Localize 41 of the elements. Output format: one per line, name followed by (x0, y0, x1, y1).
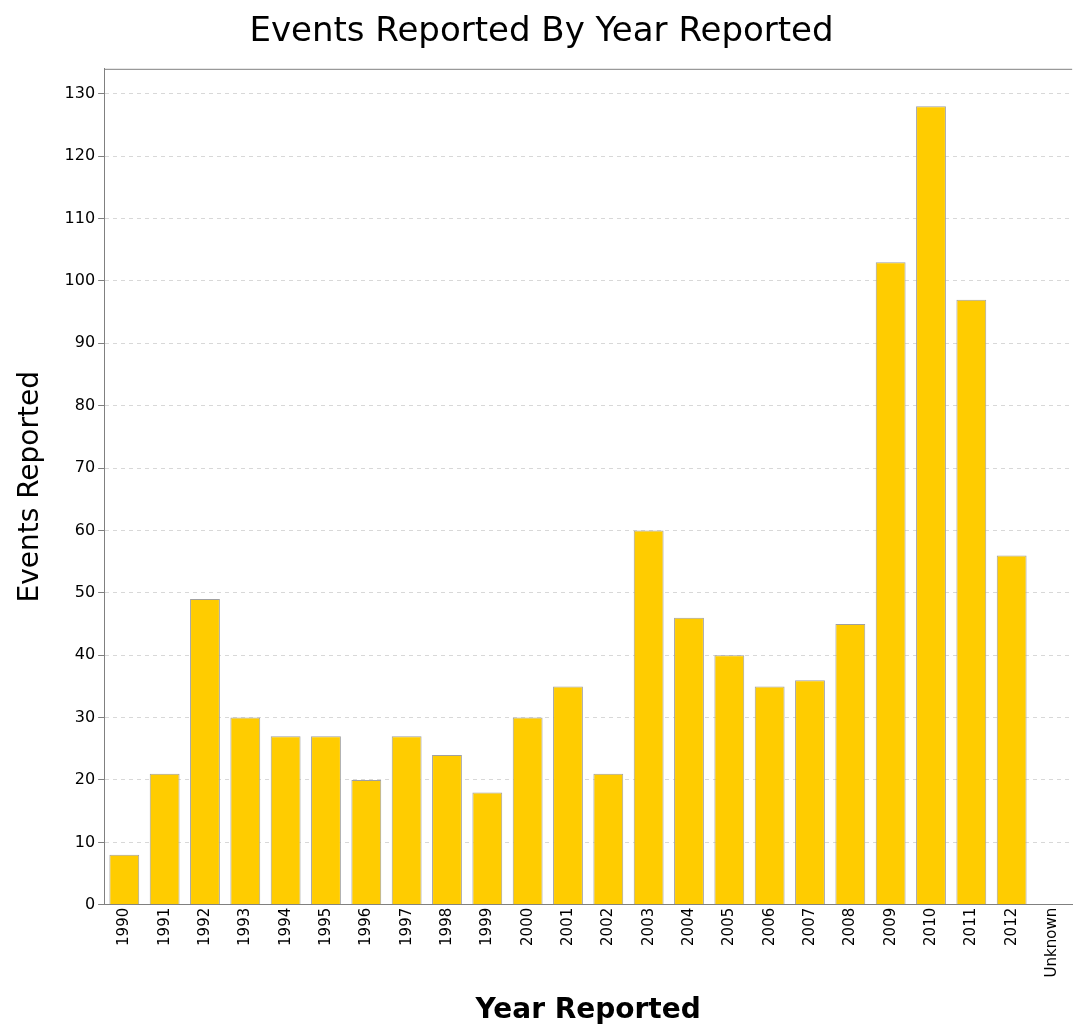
x-tick-label: 2000 (517, 907, 536, 946)
x-tick-label: 1998 (436, 907, 455, 946)
x-tick-label: 2004 (678, 907, 697, 946)
x-tick-label: 1992 (194, 907, 213, 946)
y-tick-label: 90 (74, 332, 96, 352)
x-tick-label: 2003 (638, 907, 657, 946)
chart-title: Events Reported By Year Reported (249, 9, 834, 50)
y-tick-label: 30 (74, 706, 96, 726)
y-tick-label: 40 (74, 644, 96, 664)
x-tick-label: Unknown (1041, 907, 1060, 978)
x-tick-label: 1990 (114, 907, 133, 946)
x-tick-label: 1995 (315, 907, 334, 946)
y-tick-label: 80 (74, 394, 96, 414)
y-tick-label: 70 (74, 457, 96, 477)
y-tick-label: 0 (84, 893, 96, 913)
y-tick-label: 120 (64, 145, 96, 165)
x-tick-label: 2012 (1001, 907, 1020, 946)
x-tick-label: 2002 (598, 907, 617, 946)
y-tick-label: 60 (74, 519, 96, 539)
y-tick-label: 10 (74, 831, 96, 851)
x-tick-label: 1991 (154, 907, 173, 946)
y-tick-label: 100 (64, 270, 96, 290)
x-tick-label: 2006 (759, 907, 778, 946)
y-tick-label: 50 (74, 582, 96, 601)
x-tick-label: 2001 (557, 907, 576, 946)
y-tick-label: 20 (74, 769, 96, 789)
x-tick-label: 1997 (396, 907, 415, 946)
x-tick-label: 1994 (275, 907, 294, 946)
x-tick-label: 2009 (880, 907, 899, 946)
x-tick-label: 1993 (235, 907, 254, 946)
y-tick-label: 110 (64, 207, 96, 227)
x-tick-label: 1996 (356, 907, 375, 946)
x-tick-label: 2007 (799, 907, 818, 946)
x-tick-label: 2005 (719, 907, 738, 946)
x-axis-title: Year Reported (474, 992, 701, 1026)
x-tick-label: 2010 (920, 907, 939, 946)
y-tick-label: 130 (64, 82, 96, 102)
x-tick-label: 2011 (961, 907, 980, 946)
x-tick-label: 1999 (477, 907, 496, 946)
y-axis-title: Events Reported (12, 371, 46, 603)
x-tick-label: 2008 (840, 907, 859, 946)
